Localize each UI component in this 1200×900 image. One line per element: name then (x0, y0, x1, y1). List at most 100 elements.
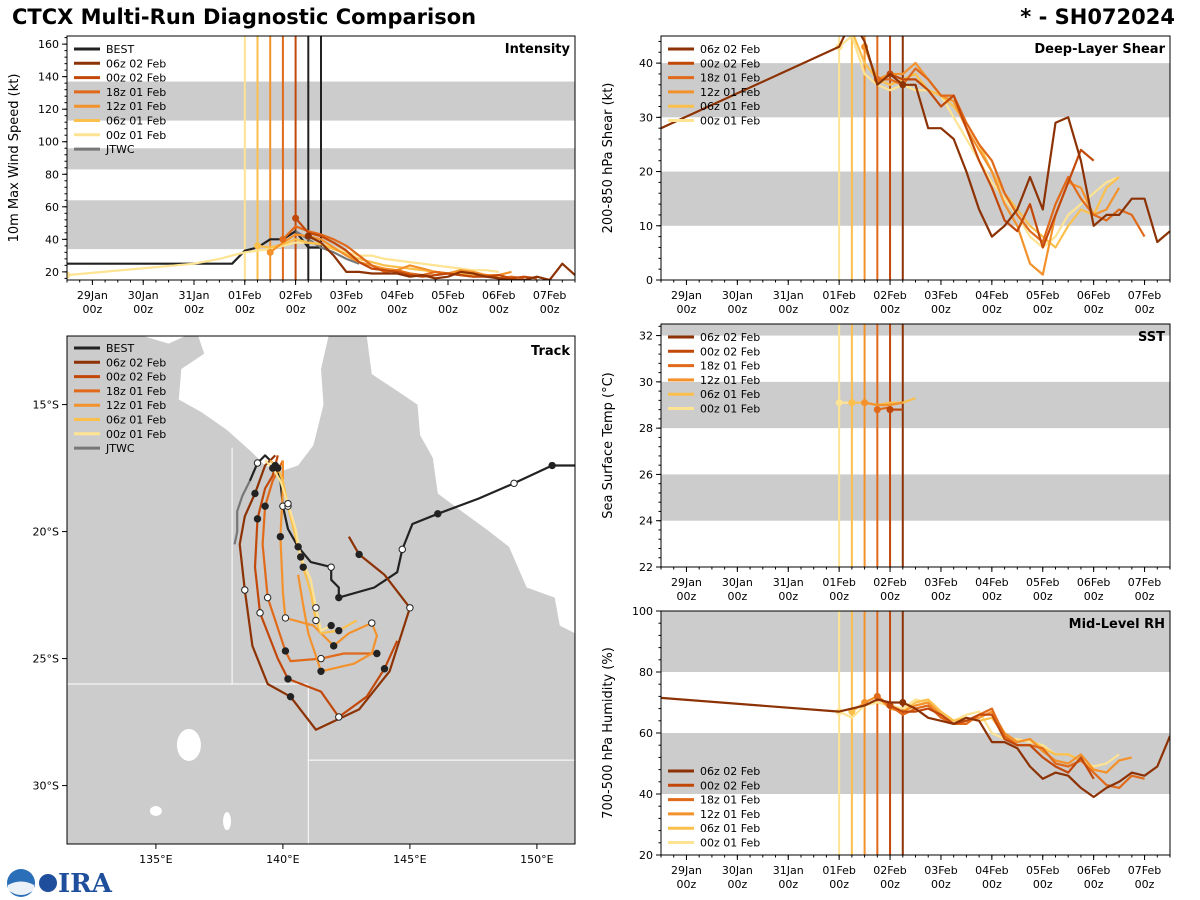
x-tick-sublabel: 00z (1135, 878, 1155, 891)
y-tick-label: 25°S (33, 653, 59, 666)
legend-label: 06z 02 Feb (700, 765, 760, 778)
panel-title: Track (531, 344, 570, 359)
x-tick-label: 05Feb (431, 289, 464, 302)
x-tick-sublabel: 00z (1033, 590, 1053, 603)
track-point (296, 553, 305, 561)
sst-panel: 22242628303229Jan00z30Jan00z31Jan00z01Fe… (601, 323, 1171, 603)
legend-label: 06z 01 Feb (106, 414, 166, 427)
x-tick-sublabel: 00z (540, 303, 560, 316)
legend-label: 00z 01 Feb (700, 115, 760, 128)
x-tick-sublabel: 00z (880, 590, 900, 603)
x-tick-label: 06Feb (1077, 864, 1110, 877)
y-tick-label: 20 (639, 849, 653, 862)
track-point (253, 515, 262, 523)
init-marker (886, 406, 894, 414)
track-point (335, 593, 343, 602)
series-line-06z-02-Feb (307, 235, 575, 280)
y-tick-label: 60 (45, 201, 59, 214)
y-tick-label: 80 (639, 666, 653, 679)
globe-icon (39, 874, 57, 892)
x-tick-label: 31Jan (179, 289, 210, 302)
track-point (510, 479, 518, 488)
x-tick-label: 06Feb (1077, 289, 1110, 302)
legend-label: 00z 02 Feb (700, 57, 760, 70)
track-line-12z-01-Feb (279, 460, 378, 673)
legend-label: 06z 01 Feb (700, 388, 760, 401)
x-tick-label: 140°E (266, 853, 299, 866)
legend-label: BEST (106, 342, 134, 355)
init-marker (848, 27, 855, 34)
y-tick-label: 26 (639, 468, 653, 481)
x-tick-sublabel: 00z (931, 590, 951, 603)
track-point (269, 464, 277, 472)
legend-label: 00z 02 Feb (700, 779, 760, 792)
init-marker (886, 702, 894, 710)
x-tick-label: 04Feb (975, 576, 1008, 589)
init-marker (899, 699, 907, 706)
y-axis-label: 700-500 hPa Humidity (%) (601, 647, 616, 819)
track-panel: 135°E 140°E 145°E 150°E 15°S 20°S 25°S 30°S Trac… (33, 335, 576, 866)
y-tick-label: 120 (38, 103, 59, 116)
track-point (263, 593, 272, 602)
track-point (327, 563, 335, 571)
x-tick-label: 29Jan (671, 864, 702, 877)
x-tick-label: 01Feb (822, 864, 855, 877)
x-tick-sublabel: 00z (1033, 303, 1053, 316)
legend-label: 06z 02 Feb (700, 331, 760, 344)
y-tick-label: 100 (632, 605, 653, 618)
x-tick-sublabel: 00z (677, 878, 697, 891)
y-tick-label: 30 (639, 111, 653, 124)
x-tick-label: 145°E (393, 853, 426, 866)
x-tick-label: 02Feb (873, 289, 906, 302)
panel-title: Mid-Level RH (1069, 617, 1165, 632)
x-tick-sublabel: 00z (778, 878, 798, 891)
x-tick-label: 01Feb (822, 576, 855, 589)
x-tick-label: 01Feb (822, 289, 855, 302)
track-point (256, 609, 264, 617)
legend-label: BEST (106, 43, 134, 56)
x-tick-sublabel: 00z (1033, 878, 1053, 891)
y-tick-label: 20 (45, 266, 59, 279)
y-tick-label: 30 (639, 376, 653, 389)
land-australia (67, 336, 575, 844)
panel-title: Intensity (505, 42, 571, 57)
x-tick-label: 135°E (139, 853, 172, 866)
rh-panel: 2040608010029Jan00z30Jan00z31Jan00z01Feb… (601, 605, 1171, 891)
legend-label: 00z 01 Feb (700, 403, 760, 416)
track-point (281, 647, 290, 655)
x-tick-sublabel: 00z (337, 303, 357, 316)
legend-label: 12z 01 Feb (700, 808, 760, 821)
x-tick-label: 30Jan (722, 864, 753, 877)
x-tick-label: 02Feb (279, 289, 312, 302)
x-tick-label: 30Jan (722, 289, 753, 302)
series-line-06z-02-Feb (661, 36, 1170, 244)
legend-label: 06z 02 Feb (106, 356, 166, 369)
init-marker (861, 399, 869, 407)
category-band (661, 381, 1170, 429)
track-point (406, 604, 414, 612)
x-tick-sublabel: 00z (1084, 303, 1104, 316)
x-tick-sublabel: 00z (438, 303, 458, 316)
legend-label: 06z 01 Feb (700, 100, 760, 113)
intensity-panel: 2040608010012014016029Jan00z30Jan00z31Ja… (7, 35, 576, 316)
x-tick-label: 05Feb (1026, 289, 1059, 302)
init-marker (279, 235, 287, 243)
x-tick-label: 07Feb (1128, 289, 1161, 302)
x-tick-label: 30Jan (128, 289, 159, 302)
x-tick-label: 02Feb (873, 576, 906, 589)
svg-text:IRA: IRA (58, 869, 113, 898)
track-point (330, 642, 338, 650)
x-tick-label: 31Jan (773, 864, 804, 877)
legend-label: 00z 02 Feb (106, 72, 166, 85)
x-tick-sublabel: 00z (677, 303, 697, 316)
x-tick-label: 150°E (520, 853, 553, 866)
track-point (294, 543, 302, 551)
track-point (241, 586, 249, 594)
init-marker (304, 232, 312, 240)
y-tick-label: 140 (38, 71, 59, 84)
track-point (299, 563, 307, 571)
category-band (661, 474, 1170, 521)
series-line-00z-02-Feb (889, 72, 1095, 249)
x-tick-sublabel: 00z (286, 303, 306, 316)
